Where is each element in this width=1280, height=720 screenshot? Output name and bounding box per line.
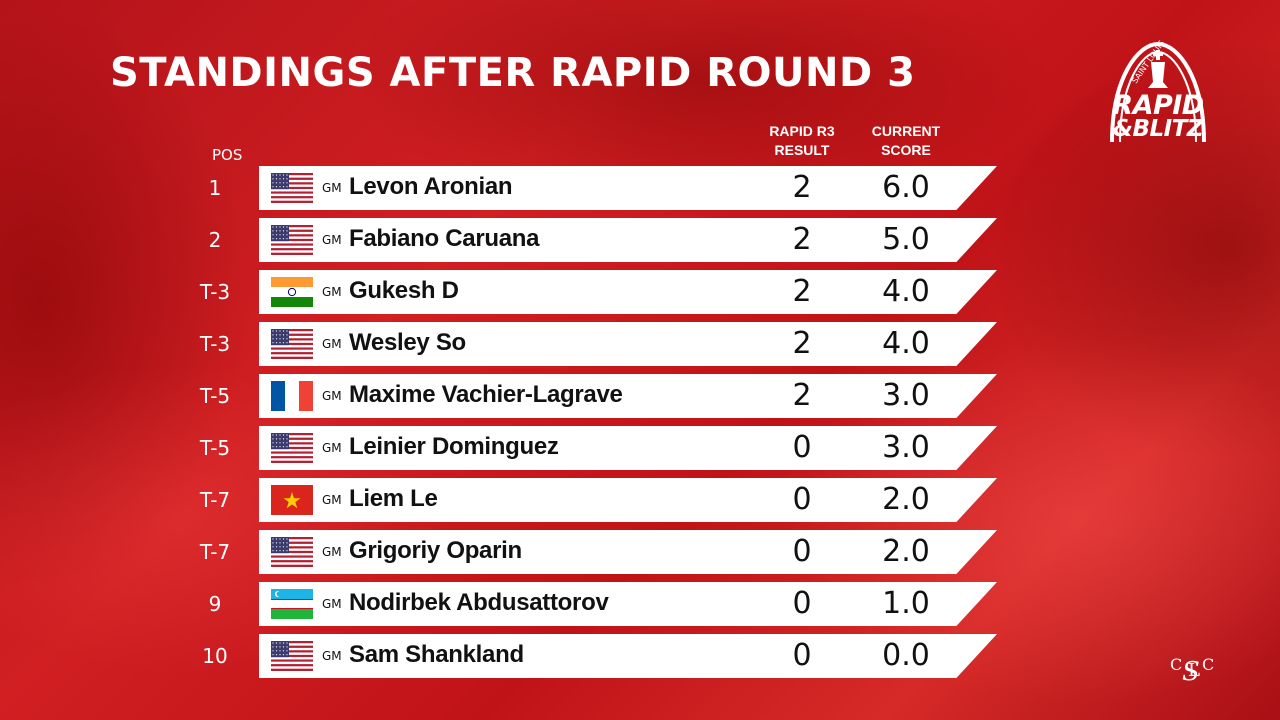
- score-header: CURRENT SCORE: [871, 123, 941, 158]
- position-label: T-5: [199, 384, 231, 408]
- table-row: 9 GM Nodirbek Abdusattorov 0 1.0: [0, 582, 1000, 626]
- result-header: RAPID R3 RESULT: [769, 123, 835, 158]
- player-bar: GM Gukesh D 2 4.0: [259, 270, 997, 314]
- svg-text:S: S: [1182, 657, 1200, 686]
- current-score: 1.0: [882, 586, 930, 621]
- player-name: Grigoriy Oparin: [349, 537, 522, 564]
- player-bar: GM Leinier Dominguez 0 3.0: [259, 426, 997, 470]
- table-row: T-3 GM Wesley So 2 4.0: [0, 322, 1000, 366]
- gm-title-label: GM: [322, 441, 342, 455]
- svg-text:C: C: [1170, 655, 1182, 674]
- current-score: 3.0: [882, 430, 930, 465]
- gm-title-label: GM: [322, 493, 342, 507]
- player-bar: GM Levon Aronian 2 6.0: [259, 166, 997, 210]
- player-name: Liem Le: [349, 485, 438, 512]
- round-result: 2: [792, 222, 812, 257]
- player-bar: GM Grigoriy Oparin 0 2.0: [259, 530, 997, 574]
- position-label: T-3: [199, 280, 231, 304]
- table-row: T-5 GM Leinier Dominguez 0 3.0: [0, 426, 1000, 470]
- pos-header: POS: [212, 146, 243, 164]
- round-result: 2: [792, 326, 812, 361]
- current-score: 4.0: [882, 326, 930, 361]
- arch-logo-icon: SAINT LOUIS: [1110, 39, 1206, 143]
- usa-flag-icon: [271, 641, 313, 671]
- round-result: 0: [792, 638, 812, 673]
- round-result: 0: [792, 534, 812, 569]
- gm-title-label: GM: [322, 233, 342, 247]
- player-bar: GM Liem Le 0 2.0: [259, 478, 997, 522]
- player-name: Sam Shankland: [349, 641, 524, 668]
- gm-title-label: GM: [322, 337, 342, 351]
- table-row: 1 GM Levon Aronian 2 6.0: [0, 166, 1000, 210]
- gm-title-label: GM: [322, 597, 342, 611]
- position-label: 2: [208, 228, 222, 252]
- round-result: 0: [792, 430, 812, 465]
- france-flag-icon: [271, 381, 313, 411]
- player-bar: GM Nodirbek Abdusattorov 0 1.0: [259, 582, 997, 626]
- uzbekistan-flag-icon: [271, 589, 313, 619]
- position-label: 10: [202, 644, 228, 668]
- player-bar: GM Sam Shankland 0 0.0: [259, 634, 997, 678]
- player-name: Leinier Dominguez: [349, 433, 559, 460]
- position-label: 1: [208, 176, 222, 200]
- india-flag-icon: [271, 277, 313, 307]
- current-score: 0.0: [882, 638, 930, 673]
- page-title: STANDINGS AFTER RAPID ROUND 3: [110, 50, 916, 96]
- gm-title-label: GM: [322, 285, 342, 299]
- usa-flag-icon: [271, 329, 313, 359]
- club-monogram: C S L C: [1168, 646, 1218, 687]
- position-label: T-7: [199, 540, 231, 564]
- event-logo: SAINT LOUIS RAPID &BLITZ: [1098, 38, 1218, 144]
- current-score: 3.0: [882, 378, 930, 413]
- player-name: Fabiano Caruana: [349, 225, 540, 252]
- player-name: Nodirbek Abdusattorov: [349, 589, 609, 616]
- player-name: Wesley So: [349, 329, 466, 356]
- player-name: Maxime Vachier-Lagrave: [349, 381, 623, 408]
- svg-text:C: C: [1202, 655, 1214, 674]
- gm-title-label: GM: [322, 389, 342, 403]
- table-row: T-7 GM Liem Le 0 2.0: [0, 478, 1000, 522]
- usa-flag-icon: [271, 173, 313, 203]
- current-score: 5.0: [882, 222, 930, 257]
- player-name: Levon Aronian: [349, 173, 513, 200]
- usa-flag-icon: [271, 225, 313, 255]
- round-result: 0: [792, 586, 812, 621]
- gm-title-label: GM: [322, 649, 342, 663]
- round-result: 2: [792, 170, 812, 205]
- gm-title-label: GM: [322, 181, 342, 195]
- logo-rapid: RAPID: [1112, 90, 1204, 121]
- round-result: 2: [792, 274, 812, 309]
- position-label: T-3: [199, 332, 231, 356]
- current-score: 2.0: [882, 534, 930, 569]
- position-label: 9: [208, 592, 222, 616]
- vietnam-flag-icon: [271, 485, 313, 515]
- position-label: T-7: [199, 488, 231, 512]
- table-row: 10 GM Sam Shankland 0 0.0: [0, 634, 1000, 678]
- table-row: T-7 GM Grigoriy Oparin 0 2.0: [0, 530, 1000, 574]
- player-bar: GM Maxime Vachier-Lagrave 2 3.0: [259, 374, 997, 418]
- round-result: 2: [792, 378, 812, 413]
- current-score: 2.0: [882, 482, 930, 517]
- usa-flag-icon: [271, 537, 313, 567]
- current-score: 4.0: [882, 274, 930, 309]
- current-score: 6.0: [882, 170, 930, 205]
- table-row: T-5 GM Maxime Vachier-Lagrave 2 3.0: [0, 374, 1000, 418]
- player-bar: GM Fabiano Caruana 2 5.0: [259, 218, 997, 262]
- player-bar: GM Wesley So 2 4.0: [259, 322, 997, 366]
- position-label: T-5: [199, 436, 231, 460]
- table-row: T-3 GM Gukesh D 2 4.0: [0, 270, 1000, 314]
- usa-flag-icon: [271, 433, 313, 463]
- gm-title-label: GM: [322, 545, 342, 559]
- round-result: 0: [792, 482, 812, 517]
- player-name: Gukesh D: [349, 277, 459, 304]
- logo-blitz: &BLITZ: [1112, 116, 1204, 142]
- svg-text:L: L: [1188, 660, 1200, 681]
- table-row: 2 GM Fabiano Caruana 2 5.0: [0, 218, 1000, 262]
